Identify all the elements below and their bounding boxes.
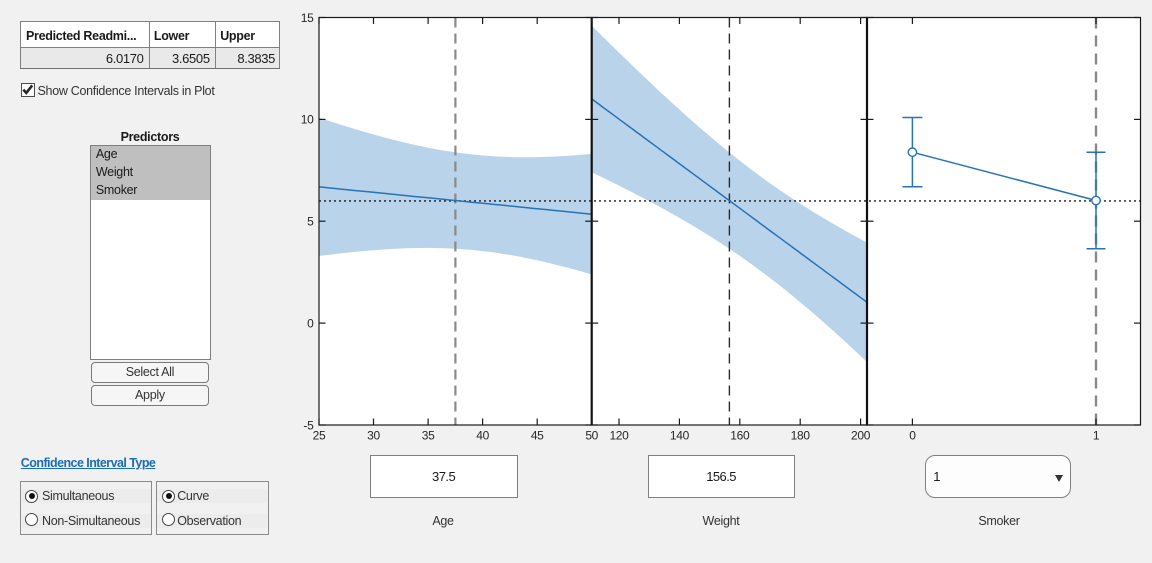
- svg-text:-5: -5: [303, 418, 314, 432]
- svg-text:5: 5: [307, 215, 314, 229]
- svg-text:25: 25: [313, 429, 326, 443]
- svg-text:120: 120: [609, 429, 629, 443]
- svg-text:45: 45: [531, 429, 544, 443]
- svg-text:10: 10: [301, 113, 314, 127]
- svg-text:0: 0: [909, 429, 916, 443]
- svg-text:50: 50: [585, 429, 598, 443]
- svg-text:35: 35: [422, 429, 435, 443]
- svg-text:30: 30: [367, 429, 380, 443]
- svg-text:180: 180: [791, 429, 811, 443]
- svg-text:0: 0: [307, 316, 314, 330]
- svg-text:40: 40: [476, 429, 489, 443]
- svg-text:200: 200: [851, 429, 871, 443]
- svg-text:1: 1: [1093, 429, 1100, 443]
- svg-text:15: 15: [301, 11, 314, 25]
- svg-text:140: 140: [670, 429, 690, 443]
- svg-text:160: 160: [730, 429, 750, 443]
